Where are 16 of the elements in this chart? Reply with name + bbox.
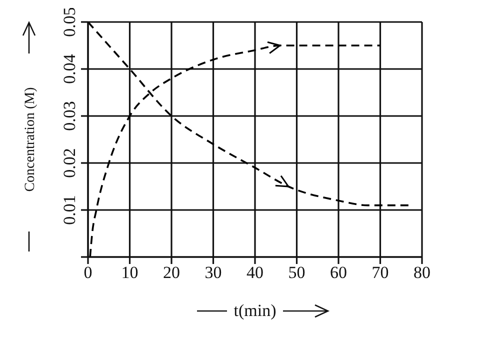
y-tick-label: 0.03 (60, 101, 79, 131)
x-tick-label: 60 (330, 263, 347, 282)
x-tick-label: 40 (246, 263, 264, 282)
y-tick-label: 0.01 (60, 195, 79, 225)
y-tick-label: 0.04 (60, 54, 79, 84)
x-axis-title: t(min) (234, 301, 276, 320)
y-tick-label: 0.02 (60, 148, 79, 178)
x-tick-label: 0 (84, 263, 92, 282)
x-tick-label: 50 (288, 263, 306, 282)
x-tick-label: 70 (372, 263, 389, 282)
x-tick-label: 20 (163, 263, 180, 282)
y-axis-title: Concentration (M) (23, 86, 38, 192)
y-tick-label: 0.05 (60, 7, 79, 37)
x-tick-label: 30 (204, 263, 222, 282)
x-tick-label: 80 (414, 263, 430, 282)
x-tick-label: 10 (121, 263, 138, 282)
